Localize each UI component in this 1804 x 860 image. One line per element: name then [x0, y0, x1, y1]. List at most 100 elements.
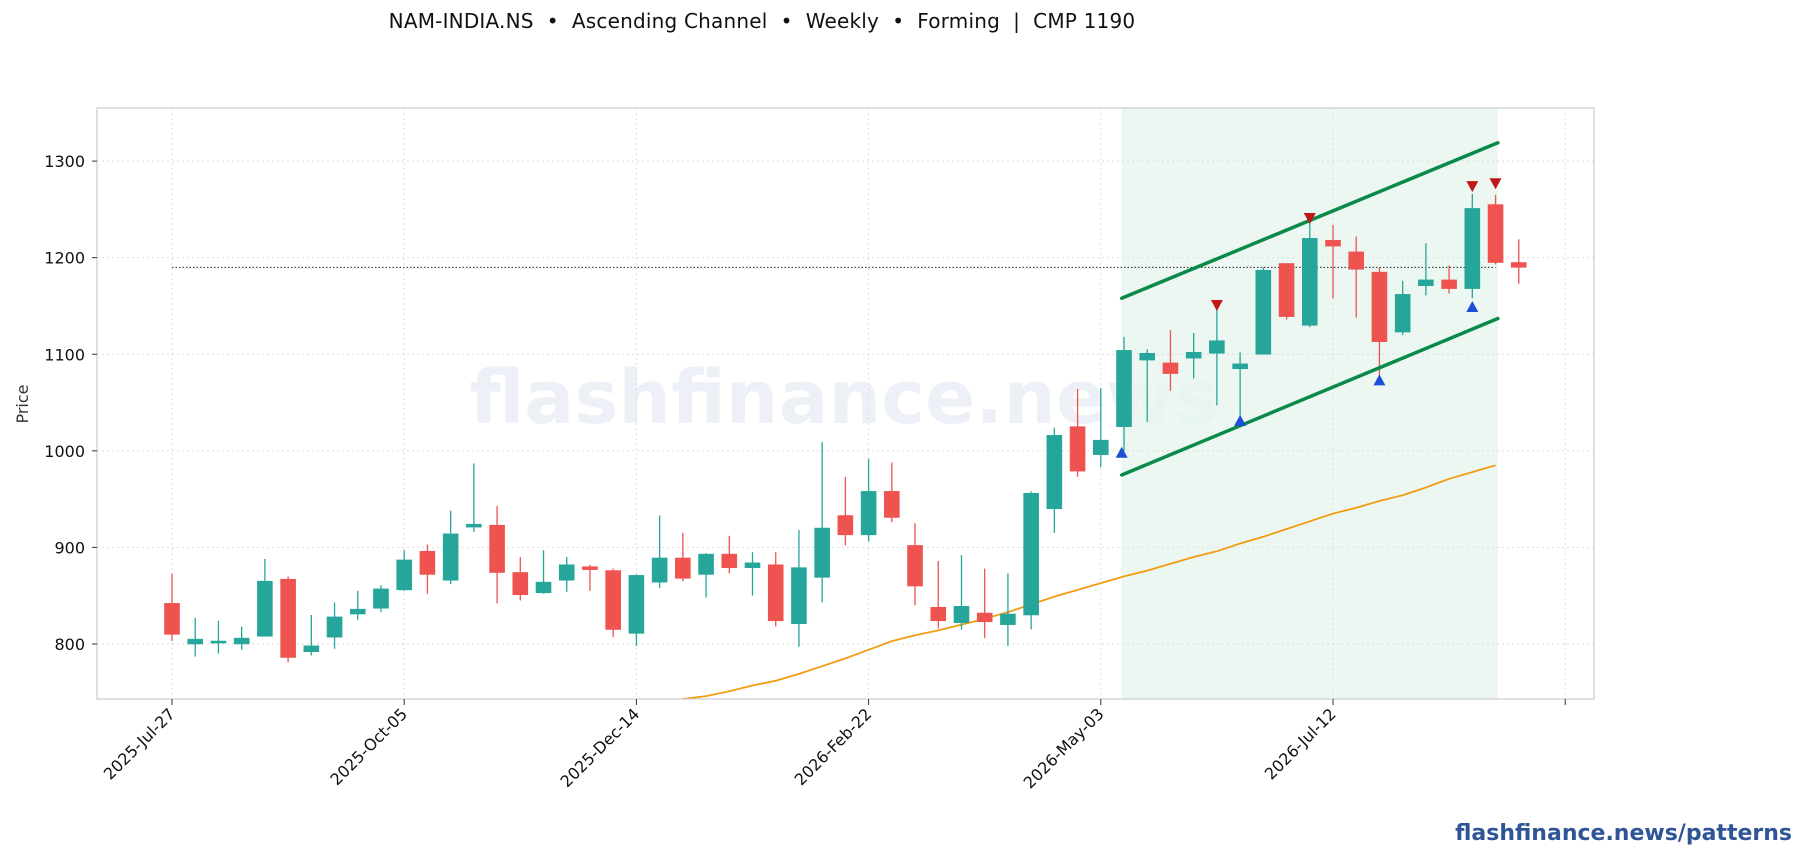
- candle-body: [1301, 238, 1318, 326]
- candle-body: [1093, 439, 1109, 455]
- candle-bearish: [164, 573, 180, 642]
- candle-body: [744, 562, 761, 568]
- candle-bullish: [1185, 333, 1202, 379]
- candle-body: [535, 581, 552, 594]
- candle-bullish: [1000, 573, 1016, 646]
- candle-bullish: [303, 614, 320, 656]
- candle-body: [976, 612, 993, 623]
- candle-body: [442, 533, 459, 581]
- candle-bearish: [1162, 330, 1179, 391]
- candle-body: [257, 580, 273, 637]
- candle-bearish: [489, 505, 505, 604]
- y-tick-label: 1100: [44, 345, 85, 364]
- candle-bearish: [1441, 265, 1457, 294]
- trough-marker: [1373, 374, 1386, 386]
- candle-bearish: [1348, 236, 1365, 318]
- candle-bullish: [1301, 222, 1318, 328]
- candle-bullish: [1093, 388, 1109, 468]
- x-tick-label: 2025-Dec-14: [557, 704, 644, 791]
- candle-body: [1325, 239, 1341, 247]
- x-tick-label: 2025-Jul-27: [100, 704, 179, 783]
- candle-body: [1418, 279, 1434, 286]
- candle-bearish: [1510, 239, 1527, 284]
- trough-marker: [1234, 414, 1247, 426]
- candle-body: [187, 638, 204, 645]
- candle-bullish: [558, 557, 575, 592]
- candle-bearish: [1371, 267, 1388, 376]
- candle-bearish: [721, 535, 738, 574]
- candle-bullish: [628, 574, 645, 646]
- pivot-markers-layer: [1115, 178, 1502, 458]
- candle-body: [1371, 271, 1388, 342]
- candle-bullish: [860, 458, 877, 542]
- candle-body: [1441, 279, 1457, 289]
- candle-bearish: [675, 532, 691, 582]
- candle-bearish: [837, 476, 854, 546]
- candle-bullish: [466, 463, 482, 532]
- candle-bearish: [1278, 263, 1295, 320]
- candle-body: [582, 566, 598, 570]
- candle-body: [1046, 435, 1063, 510]
- candle-body: [489, 524, 505, 573]
- candles-layer: [164, 193, 1527, 663]
- candle-body: [1278, 263, 1295, 317]
- candle-bearish: [419, 544, 436, 594]
- candle-bullish: [373, 585, 389, 613]
- candle-body: [860, 491, 877, 536]
- candle-body: [1255, 269, 1272, 355]
- candle-body: [1394, 294, 1411, 333]
- candle-body: [791, 567, 807, 624]
- candle-bearish: [280, 576, 296, 663]
- footer-link[interactable]: flashfinance.news/patterns: [1455, 821, 1792, 846]
- y-tick-label: 900: [54, 538, 85, 557]
- candle-body: [814, 527, 830, 578]
- candle-body: [373, 588, 389, 609]
- peak-marker: [1489, 178, 1502, 190]
- candle-body: [698, 553, 714, 575]
- candle-bullish: [651, 515, 668, 588]
- candle-bullish: [698, 553, 714, 598]
- candle-bullish: [1209, 307, 1225, 406]
- candle-bullish: [233, 626, 250, 650]
- candle-body: [1000, 613, 1016, 625]
- y-tick-label: 1300: [44, 152, 85, 171]
- candle-bullish: [187, 617, 204, 657]
- y-axis-label: Price: [13, 384, 32, 423]
- pattern-zone-layer: [1121, 108, 1498, 699]
- chart-title: NAM-INDIA.NS • Ascending Channel • Weekl…: [388, 9, 1136, 33]
- candle-body: [1348, 251, 1365, 270]
- candle-body: [837, 515, 854, 536]
- candle-bearish: [582, 564, 598, 591]
- candle-body: [628, 575, 645, 634]
- candle-bullish: [535, 550, 552, 594]
- candle-bearish: [884, 462, 900, 523]
- candle-body: [1023, 493, 1039, 616]
- candle-bearish: [512, 557, 529, 601]
- candle-body: [1232, 363, 1248, 370]
- x-tick-label: 2026-Jul-12: [1261, 704, 1340, 783]
- candle-bullish: [210, 620, 227, 654]
- candle-bullish: [953, 555, 970, 630]
- peak-marker: [1210, 299, 1223, 311]
- candle-bullish: [1023, 491, 1039, 630]
- x-tick-label: 2026-May-03: [1020, 704, 1108, 792]
- x-tick-label: 2025-Oct-05: [326, 704, 411, 789]
- candle-body: [1139, 352, 1156, 361]
- moving-average-layer: [682, 464, 1496, 700]
- candle-bullish: [744, 552, 761, 596]
- candle-bullish: [1046, 427, 1063, 533]
- candle-bullish: [326, 602, 343, 649]
- candle-body: [396, 559, 413, 591]
- candle-body: [721, 553, 738, 568]
- candle-bearish: [767, 552, 784, 627]
- candle-body: [907, 545, 923, 587]
- watermark: flashfinance.news: [469, 355, 1218, 441]
- candle-body: [605, 570, 621, 630]
- peak-marker: [1303, 213, 1316, 225]
- candle-bullish: [442, 510, 459, 585]
- candle-body: [767, 564, 784, 622]
- candle-body: [675, 557, 691, 579]
- candle-bullish: [1418, 243, 1434, 296]
- plot-frame: [96, 107, 1595, 700]
- candle-bullish: [791, 530, 807, 647]
